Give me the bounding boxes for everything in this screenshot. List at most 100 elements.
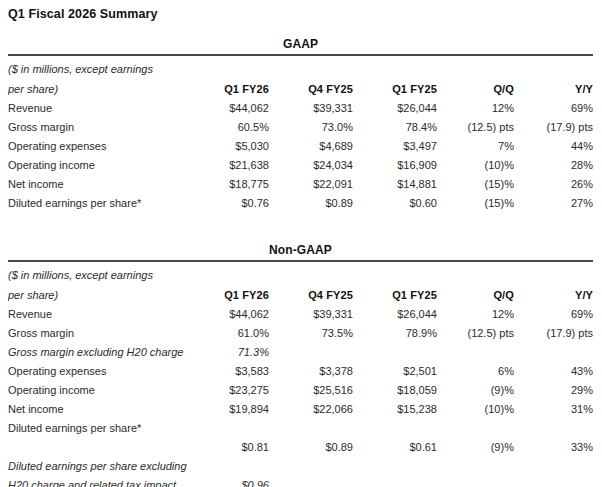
column-header: Q/Q <box>437 285 514 305</box>
table-row: Operating income$21,638$24,034$16,909(10… <box>8 156 593 175</box>
table-body: Revenue$44,062$39,331$26,04412%69%Gross … <box>8 99 593 213</box>
column-header: Q1 FY25 <box>353 285 437 305</box>
cell-value <box>514 419 593 438</box>
cell-value <box>353 476 437 487</box>
cell-value: 43% <box>514 362 593 381</box>
cell-value: 12% <box>437 305 514 324</box>
cell-value: $26,044 <box>353 99 437 118</box>
column-header: Q1 FY25 <box>353 79 437 99</box>
cell-value: $0.81 <box>191 438 269 457</box>
cell-value: 26% <box>514 175 593 194</box>
sections-container: GAAP($ in millions, except earningsper s… <box>8 37 593 487</box>
summary-page: Q1 Fiscal 2026 Summary GAAP ($ in million… <box>0 0 602 487</box>
cell-value: 44% <box>514 137 593 156</box>
cell-value: 69% <box>514 305 593 324</box>
row-label: Gross margin excluding H20 charge <box>8 343 191 362</box>
cell-value: $44,062 <box>191 305 269 324</box>
cell-value: $44,062 <box>191 99 269 118</box>
cell-value: $3,583 <box>191 362 269 381</box>
cell-value: $22,066 <box>269 400 353 419</box>
section-non-gaap: Non-GAAP($ in millions, except earningsp… <box>8 243 593 487</box>
table-row: Gross margin61.0%73.5%78.9%(12.5) pts(17… <box>8 324 593 343</box>
table-note-line2: per share) <box>8 79 191 99</box>
table-row: $0.81$0.89$0.61(9)%33% <box>8 438 593 457</box>
table-row: H20 charge and related tax impact$0.96 <box>8 476 593 487</box>
section-title: GAAP <box>8 37 593 51</box>
cell-value <box>437 343 514 362</box>
row-label: Operating income <box>8 381 191 400</box>
row-label: Diluted earnings per share excluding <box>8 457 191 476</box>
table-row: Gross margin excluding H20 charge71.3% <box>8 343 593 362</box>
cell-value <box>514 457 593 476</box>
table-row: Net income$19,894$22,066$15,238(10)%31% <box>8 400 593 419</box>
column-header: Y/Y <box>514 79 593 99</box>
row-label: Net income <box>8 175 191 194</box>
row-label: Gross margin <box>8 118 191 137</box>
row-label: H20 charge and related tax impact <box>8 476 191 487</box>
table-row: Gross margin60.5%73.0%78.4%(12.5) pts(17… <box>8 118 593 137</box>
cell-value <box>353 419 437 438</box>
cell-value: 73.5% <box>269 324 353 343</box>
page-title: Q1 Fiscal 2026 Summary <box>8 7 593 22</box>
cell-value: 29% <box>514 381 593 400</box>
cell-value: $16,909 <box>353 156 437 175</box>
section-gaap: GAAP ($ in millions, except earningsper s… <box>8 37 593 213</box>
cell-value: (9)% <box>437 381 514 400</box>
table-note-row: ($ in millions, except earnings <box>8 55 593 79</box>
cell-value <box>353 343 437 362</box>
cell-value <box>269 457 353 476</box>
column-header: Q1 FY26 <box>191 285 269 305</box>
cell-value: (10)% <box>437 156 514 175</box>
cell-value: 6% <box>437 362 514 381</box>
cell-value: 7% <box>437 137 514 156</box>
cell-value: 33% <box>514 438 593 457</box>
cell-value: $15,238 <box>353 400 437 419</box>
cell-value: $19,894 <box>191 400 269 419</box>
row-label: Revenue <box>8 305 191 324</box>
table-row: Operating expenses$5,030$4,689$3,4977%44… <box>8 137 593 156</box>
row-label: Gross margin <box>8 324 191 343</box>
cell-value: $2,501 <box>353 362 437 381</box>
cell-value: 78.9% <box>353 324 437 343</box>
column-header: Q/Q <box>437 79 514 99</box>
cell-value <box>437 457 514 476</box>
table-note-row: ($ in millions, except earnings <box>8 261 593 285</box>
cell-value <box>514 476 593 487</box>
table-row: Revenue$44,062$39,331$26,04412%69% <box>8 99 593 118</box>
cell-value <box>269 476 353 487</box>
cell-value <box>191 419 269 438</box>
table-head: ($ in millions, except earningsper share… <box>8 55 593 99</box>
cell-value: $21,638 <box>191 156 269 175</box>
column-header: Q4 FY25 <box>269 79 353 99</box>
cell-value <box>437 476 514 487</box>
cell-value: 12% <box>437 99 514 118</box>
cell-value: $22,091 <box>269 175 353 194</box>
cell-value: $18,059 <box>353 381 437 400</box>
cell-value: 61.0% <box>191 324 269 343</box>
row-label: Operating expenses <box>8 362 191 381</box>
cell-value: $0.61 <box>353 438 437 457</box>
table-row: Operating expenses$3,583$3,378$2,5016%43… <box>8 362 593 381</box>
table-note-line1: ($ in millions, except earnings <box>8 261 593 285</box>
column-header: Q1 FY26 <box>191 79 269 99</box>
cell-value: $24,034 <box>269 156 353 175</box>
cell-value <box>437 419 514 438</box>
cell-value: $25,516 <box>269 381 353 400</box>
cell-value: (17.9) pts <box>514 118 593 137</box>
cell-value: $23,275 <box>191 381 269 400</box>
cell-value <box>269 419 353 438</box>
cell-value: 71.3% <box>191 343 269 362</box>
table-row: Revenue$44,062$39,331$26,04412%69% <box>8 305 593 324</box>
cell-value: (12.5) pts <box>437 324 514 343</box>
row-label <box>8 438 191 457</box>
row-label: Diluted earnings per share* <box>8 194 191 213</box>
table-row: Diluted earnings per share* <box>8 419 593 438</box>
table-row: Operating income$23,275$25,516$18,059(9)… <box>8 381 593 400</box>
table-row: Net income$18,775$22,091$14,881(15)%26% <box>8 175 593 194</box>
financial-table-non-gaap: ($ in millions, except earningsper share… <box>8 260 593 487</box>
cell-value: $26,044 <box>353 305 437 324</box>
cell-value: $0.89 <box>269 194 353 213</box>
cell-value: (15)% <box>437 175 514 194</box>
table-body: Revenue$44,062$39,331$26,04412%69%Gross … <box>8 305 593 487</box>
cell-value: $18,775 <box>191 175 269 194</box>
